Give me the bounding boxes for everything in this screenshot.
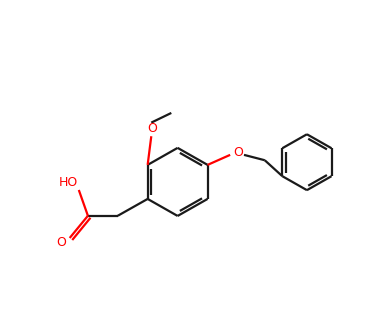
Text: O: O (147, 122, 157, 135)
Text: O: O (57, 236, 67, 249)
Text: HO: HO (59, 175, 78, 189)
Text: O: O (233, 146, 243, 159)
